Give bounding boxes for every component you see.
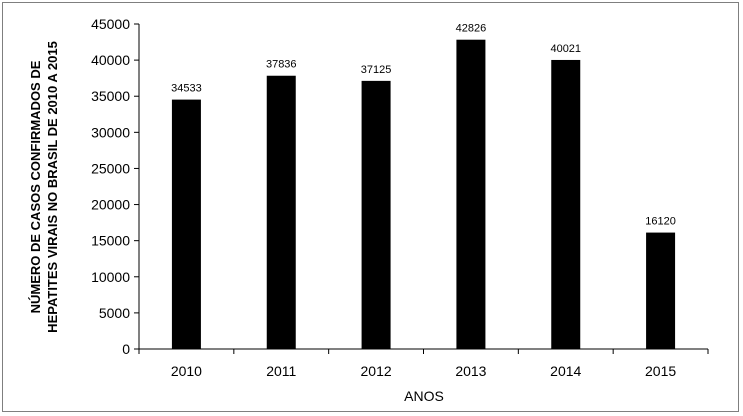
y-tick-label: 45000	[91, 16, 130, 32]
y-axis-title-line-2: HEPATITES VIRAIS NO BRASIL DE 2010 A 201…	[45, 41, 60, 333]
data-label-2014: 40021	[550, 43, 581, 55]
y-tick-label: 40000	[91, 52, 130, 68]
x-tick-label: 2010	[171, 363, 202, 379]
y-tick-label: 15000	[91, 233, 130, 249]
data-label-2010: 34533	[171, 83, 202, 95]
bar-2015	[646, 232, 676, 349]
bars	[171, 39, 676, 350]
bar-2011	[266, 75, 296, 350]
bar-2013	[456, 39, 486, 349]
y-axis-title-line-1: NÚMERO DE CASOS CONFIRMADOS DE	[28, 60, 43, 313]
x-tick-label: 2012	[361, 363, 392, 379]
x-tick-label: 2014	[550, 363, 581, 379]
bar-2014	[551, 59, 581, 350]
x-tick-label: 2011	[266, 363, 296, 379]
y-tick-label: 35000	[91, 88, 130, 104]
data-label-2013: 42826	[456, 23, 487, 35]
bar-2010	[171, 99, 201, 349]
y-tick-label: 5000	[99, 305, 130, 321]
y-tick-label: 25000	[91, 160, 130, 176]
data-label-2012: 37125	[361, 64, 392, 76]
data-label-2015: 16120	[645, 216, 676, 228]
data-label-2011: 37836	[266, 59, 297, 71]
bar-2012	[361, 80, 391, 349]
y-tick-label: 20000	[91, 197, 130, 213]
x-axis-ticks: 2010 2011 2012 2013 2014 2015	[138, 349, 709, 379]
x-tick-label: 2015	[645, 363, 676, 379]
data-labels: 34533 37836 37125 42826 40021 16120	[171, 23, 676, 228]
x-tick-label: 2013	[455, 363, 486, 379]
y-axis-ticks: 0 5000 10000 15000 20000 25000 30000 35000 40000…	[91, 16, 139, 357]
y-tick-label: 10000	[91, 269, 130, 285]
x-axis-title: ANOS	[404, 388, 444, 404]
y-tick-label: 0	[122, 341, 130, 357]
y-tick-label: 30000	[91, 124, 130, 140]
